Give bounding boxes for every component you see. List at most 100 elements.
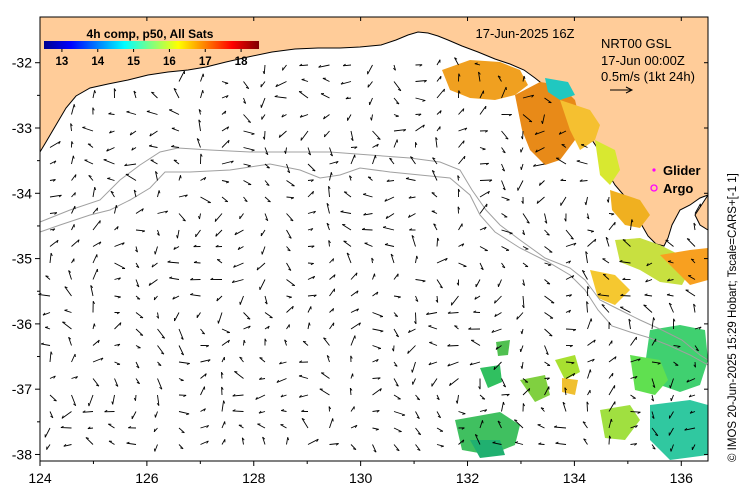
y-tick-label: -38 <box>12 446 32 462</box>
current-arrow <box>554 426 567 429</box>
current-arrow <box>151 262 158 268</box>
current-arrow <box>135 361 140 369</box>
current-arrow <box>200 373 207 379</box>
current-arrow <box>82 127 94 132</box>
current-arrow <box>178 213 186 222</box>
current-arrow <box>479 262 484 270</box>
current-vectors <box>38 57 702 453</box>
sst-patches <box>442 60 708 460</box>
current-arrow <box>602 273 610 280</box>
colorbar-tick-label: 15 <box>127 56 140 68</box>
y-tick-label: -33 <box>12 120 32 136</box>
current-arrow <box>501 262 506 269</box>
current-arrow <box>497 279 502 287</box>
current-arrow <box>301 418 309 429</box>
date-label: 17-Jun-2025 16Z <box>475 26 574 41</box>
current-arrow <box>363 213 373 216</box>
current-arrow <box>195 229 201 238</box>
current-arrow <box>157 345 165 355</box>
current-arrow <box>68 270 72 280</box>
current-arrow <box>411 235 416 247</box>
current-arrow <box>178 361 190 364</box>
current-arrow <box>436 237 439 247</box>
current-arrow <box>651 394 655 402</box>
credit-text: © IMOS 20-Jun-2025 15:29 Hobart; Tscale=… <box>727 173 739 462</box>
sst-patch <box>442 60 528 100</box>
current-arrow <box>41 343 51 346</box>
current-arrow <box>651 378 656 388</box>
current-arrow <box>243 180 252 185</box>
current-arrow <box>217 312 223 324</box>
current-arrow <box>608 418 612 429</box>
current-arrow <box>479 394 486 400</box>
current-arrow <box>178 70 185 82</box>
current-arrow <box>135 328 144 336</box>
colorbar-tick-label: 14 <box>91 56 104 68</box>
current-arrow <box>92 207 98 214</box>
current-arrow <box>264 180 270 186</box>
current-arrow <box>608 372 614 379</box>
current-arrow <box>586 401 588 412</box>
current-arrow <box>307 210 316 214</box>
current-arrow <box>581 270 588 280</box>
current-arrow <box>243 97 247 104</box>
current-arrow <box>169 109 180 115</box>
current-arrow <box>323 337 330 346</box>
current-arrow <box>221 160 234 165</box>
current-arrow <box>564 387 567 396</box>
current-arrow <box>286 246 291 252</box>
current-arrow <box>436 411 441 418</box>
current-arrow <box>239 295 244 305</box>
current-arrow <box>665 239 674 247</box>
current-arrow <box>169 277 180 280</box>
current-arrow <box>393 295 401 298</box>
current-arrow <box>318 64 330 68</box>
sst-patch <box>615 238 690 285</box>
current-arrow <box>522 378 529 383</box>
current-arrow <box>622 239 631 247</box>
current-arrow <box>275 81 287 88</box>
current-arrow <box>533 163 545 167</box>
current-arrow <box>393 97 400 105</box>
current-arrow <box>178 194 188 198</box>
current-arrow <box>562 402 567 412</box>
sst-patch <box>470 440 505 458</box>
current-arrow <box>544 246 553 253</box>
current-arrow <box>408 328 416 334</box>
current-arrow <box>350 335 356 346</box>
current-arrow <box>619 261 631 264</box>
current-arrow <box>154 444 158 452</box>
current-arrow <box>479 162 489 165</box>
colorbar-tick-label: 13 <box>56 56 69 68</box>
current-arrow <box>630 358 641 363</box>
current-arrow <box>410 156 416 165</box>
current-arrow <box>517 180 524 191</box>
current-arrow <box>200 196 211 203</box>
current-arrow <box>278 130 287 138</box>
current-arrow <box>688 394 696 398</box>
current-arrow <box>329 308 334 313</box>
current-arrow <box>372 358 379 363</box>
sst-patch <box>595 140 620 185</box>
current-arrow <box>542 114 545 124</box>
current-arrow <box>343 240 352 247</box>
current-arrow <box>286 305 294 313</box>
current-arrow <box>372 388 382 396</box>
current-arrow <box>329 274 336 280</box>
current-arrow <box>286 262 292 271</box>
current-scale: 0.5m/s (1kt 24h) <box>601 69 695 84</box>
current-arrow <box>587 318 592 330</box>
current-arrow <box>307 163 316 172</box>
y-tick-label: -34 <box>12 185 32 201</box>
current-arrow <box>544 386 550 396</box>
current-arrow <box>608 356 617 363</box>
current-arrow <box>88 394 94 407</box>
current-arrow <box>431 378 438 387</box>
current-arrow <box>522 94 534 99</box>
current-arrow <box>49 375 56 379</box>
current-arrow <box>150 159 158 165</box>
current-arrow <box>433 223 438 231</box>
current-arrow <box>319 388 330 396</box>
current-arrow <box>436 110 442 115</box>
current-arrow <box>522 75 525 82</box>
